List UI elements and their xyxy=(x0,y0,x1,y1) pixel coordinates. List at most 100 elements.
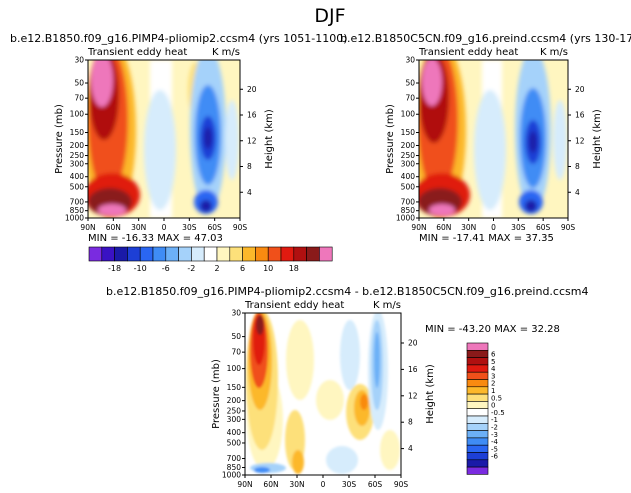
colorbar-top-swatch xyxy=(306,246,320,262)
panel-a-ptick-label: 30 xyxy=(74,56,84,65)
panel-c-htick-label: 16 xyxy=(408,365,418,374)
panel-b-lat-tick-label: 90N xyxy=(411,223,426,232)
panel-a-lat-tick-label: 30S xyxy=(182,223,197,232)
colorbar-top-swatch xyxy=(293,246,307,262)
panel-a-htick-label: 8 xyxy=(247,162,252,171)
colorbar-diff-label: -0.5 xyxy=(491,409,505,417)
panel-c-lat-tick-label: 30N xyxy=(289,480,304,489)
colorbar-diff-label: 5 xyxy=(491,358,495,366)
colorbar-diff-swatch xyxy=(466,415,489,424)
panel-b-ptick-label: 500 xyxy=(401,182,416,191)
panel-b-ptick-label: 70 xyxy=(405,94,415,103)
colorbar-diff-label: 2 xyxy=(491,380,495,388)
colorbar-top-label: 18 xyxy=(289,264,299,273)
panel-a-htick-label: 16 xyxy=(247,111,257,120)
colorbar-top-label: 2 xyxy=(214,264,219,273)
panel-a-units: K m/s xyxy=(212,47,240,58)
panel-b-field xyxy=(419,60,568,218)
panel-c-ptick-label: 1000 xyxy=(222,471,241,480)
colorbar-top-swatch xyxy=(216,246,231,262)
panel-b-lat-tick-label: 90S xyxy=(561,223,576,232)
colorbar-diff-swatch xyxy=(466,452,489,461)
colorbar-diff-label: 1 xyxy=(491,387,495,395)
colorbar-diff-label: 3 xyxy=(491,372,495,380)
panel-top-left: b.e12.B1850.f09_g16.PIMP4-pliomip2.ccsm4… xyxy=(10,32,348,244)
colorbar-diff-swatch xyxy=(466,364,489,373)
panel-difference: b.e12.B1850.f09_g16.PIMP4-pliomip2.ccsm4… xyxy=(106,285,588,489)
colorbar-top-swatch xyxy=(178,246,192,262)
panel-a-ptick-label: 700 xyxy=(70,197,85,206)
colorbar-top: -18 -10 -6 -2 2 6 10 18 xyxy=(88,246,333,273)
panel-b-lat-tick-label: 0 xyxy=(491,223,496,232)
colorbar-diff-swatch xyxy=(466,386,489,395)
panel-c-htick-label: 8 xyxy=(408,418,413,427)
panel-b-ptick-label: 400 xyxy=(401,172,416,181)
panel-a-case-title: b.e12.B1850.f09_g16.PIMP4-pliomip2.ccsm4… xyxy=(10,32,348,45)
panel-c-min-max: MIN = -43.20 MAX = 32.28 xyxy=(425,324,560,335)
colorbar-top-swatch xyxy=(152,246,167,262)
panel-a-lat-tick-label: 90S xyxy=(233,223,248,232)
panel-b-ylabel-pressure: Pressure (mb) xyxy=(385,104,396,174)
colorbar-diff-label: -4 xyxy=(491,438,499,446)
colorbar-top-swatch xyxy=(203,246,218,262)
panel-b-min-max: MIN = -17.41 MAX = 37.35 xyxy=(419,233,554,244)
panel-b-ptick-label: 30 xyxy=(405,56,415,65)
colorbar-top-swatch xyxy=(88,246,103,262)
panel-a-ptick-label: 100 xyxy=(70,110,85,119)
panel-a-ptick-label: 50 xyxy=(74,79,84,88)
panel-b-variable: Transient eddy heat xyxy=(418,47,518,58)
colorbar-diff-swatch xyxy=(466,422,489,431)
colorbar-top-swatch xyxy=(229,246,243,262)
panel-c-ptick-label: 70 xyxy=(231,348,241,357)
panel-a-variable: Transient eddy heat xyxy=(87,47,187,58)
panel-c-ptick-label: 700 xyxy=(227,454,242,463)
panel-c-ptick-label: 500 xyxy=(227,438,242,447)
colorbar-diff-swatch xyxy=(466,466,489,475)
colorbar-diff-swatch xyxy=(466,444,489,453)
panel-a-ptick-label: 500 xyxy=(70,182,85,191)
colorbar-diff-label: 0.5 xyxy=(491,394,502,402)
panel-a-ptick-label: 850 xyxy=(70,206,85,215)
panel-c-case-title: b.e12.B1850.f09_g16.PIMP4-pliomip2.ccsm4… xyxy=(106,285,588,298)
panel-c-ptick-label: 30 xyxy=(231,309,241,318)
colorbar-diff-swatch xyxy=(466,459,489,468)
figure-title: DJF xyxy=(314,5,345,27)
panel-c-ylabel-pressure: Pressure (mb) xyxy=(211,359,222,429)
panel-c-ptick-label: 50 xyxy=(231,332,241,341)
panel-b-ptick-label: 300 xyxy=(401,159,416,168)
panel-b-lat-tick-label: 30N xyxy=(461,223,476,232)
panel-b-lat-tick-label: 30S xyxy=(511,223,526,232)
colorbar-top-swatch xyxy=(319,246,333,262)
panel-c-lat-tick-label: 0 xyxy=(321,480,326,489)
colorbar-diff-swatch xyxy=(466,379,489,388)
colorbar-top-swatch xyxy=(114,246,128,262)
panel-b-ptick-label: 700 xyxy=(401,197,416,206)
colorbar-diff-label: -2 xyxy=(491,423,498,431)
panel-b-lat-tick-label: 60N xyxy=(436,223,451,232)
colorbar-diff-label: -1 xyxy=(491,416,498,424)
panel-a-lat-tick-label: 30N xyxy=(131,223,146,232)
panel-c-field xyxy=(245,313,401,475)
panel-c-lat-tick-label: 30S xyxy=(342,480,357,489)
panel-b-htick-label: 12 xyxy=(575,136,585,145)
colorbar-diff-swatch xyxy=(466,393,489,402)
panel-a-ptick-label: 250 xyxy=(70,151,85,160)
panel-b-htick-label: 4 xyxy=(575,188,580,197)
colorbar-top-swatch xyxy=(165,246,179,262)
colorbar-diff-label: 0 xyxy=(491,402,495,410)
panel-a-lat-tick-label: 0 xyxy=(162,223,167,232)
colorbar-top-swatch xyxy=(242,246,256,262)
panel-c-variable: Transient eddy heat xyxy=(244,300,344,311)
panel-b-ptick-label: 200 xyxy=(401,141,416,150)
panel-c-ptick-label: 100 xyxy=(227,364,242,373)
panel-a-ptick-label: 300 xyxy=(70,159,85,168)
panel-b-ptick-label: 1000 xyxy=(396,214,415,223)
panel-a-ptick-label: 1000 xyxy=(65,214,84,223)
panel-b-ptick-label: 100 xyxy=(401,110,416,119)
colorbar-diff-swatch xyxy=(466,371,489,380)
panel-c-units: K m/s xyxy=(373,300,401,311)
